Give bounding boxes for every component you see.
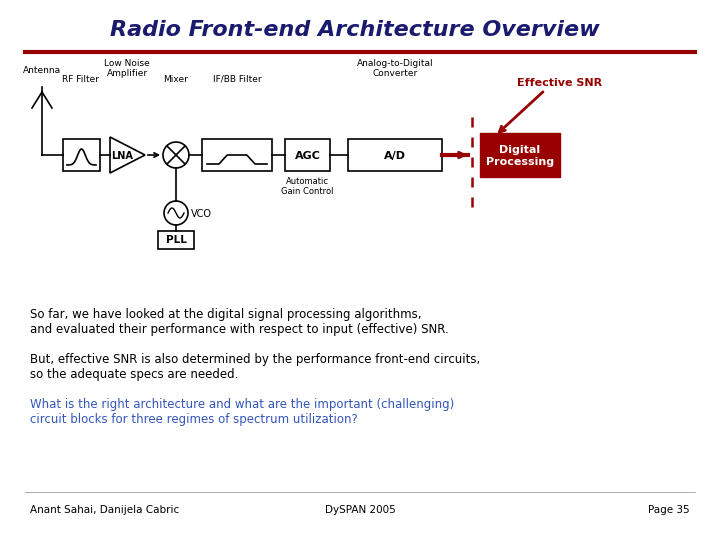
Text: PLL: PLL [166, 235, 186, 245]
Text: VCO: VCO [191, 209, 212, 219]
Text: Page 35: Page 35 [649, 505, 690, 515]
Text: So far, we have looked at the digital signal processing algorithms,
and evaluate: So far, we have looked at the digital si… [30, 308, 449, 336]
Text: What is the right architecture and what are the important (challenging)
circuit : What is the right architecture and what … [30, 398, 454, 426]
Text: Digital
Processing: Digital Processing [486, 145, 554, 167]
Text: Low Noise
Amplifier: Low Noise Amplifier [104, 59, 150, 78]
Text: LNA: LNA [111, 151, 133, 161]
Text: IF/BB Filter: IF/BB Filter [212, 75, 261, 84]
Text: Radio Front-end Architecture Overview: Radio Front-end Architecture Overview [110, 20, 600, 40]
Text: Antenna: Antenna [23, 66, 61, 75]
Text: DySPAN 2005: DySPAN 2005 [325, 505, 395, 515]
FancyBboxPatch shape [480, 133, 560, 177]
Text: Anant Sahai, Danijela Cabric: Anant Sahai, Danijela Cabric [30, 505, 179, 515]
Text: Automatic
Gain Control: Automatic Gain Control [282, 177, 334, 197]
Text: But, effective SNR is also determined by the performance front-end circuits,
so : But, effective SNR is also determined by… [30, 353, 480, 381]
Text: RF Filter: RF Filter [63, 75, 99, 84]
Text: Effective SNR: Effective SNR [518, 78, 603, 88]
Text: Analog-to-Digital
Converter: Analog-to-Digital Converter [356, 59, 433, 78]
Text: Mixer: Mixer [163, 75, 189, 84]
Text: A/D: A/D [384, 151, 406, 161]
Text: AGC: AGC [294, 151, 320, 161]
